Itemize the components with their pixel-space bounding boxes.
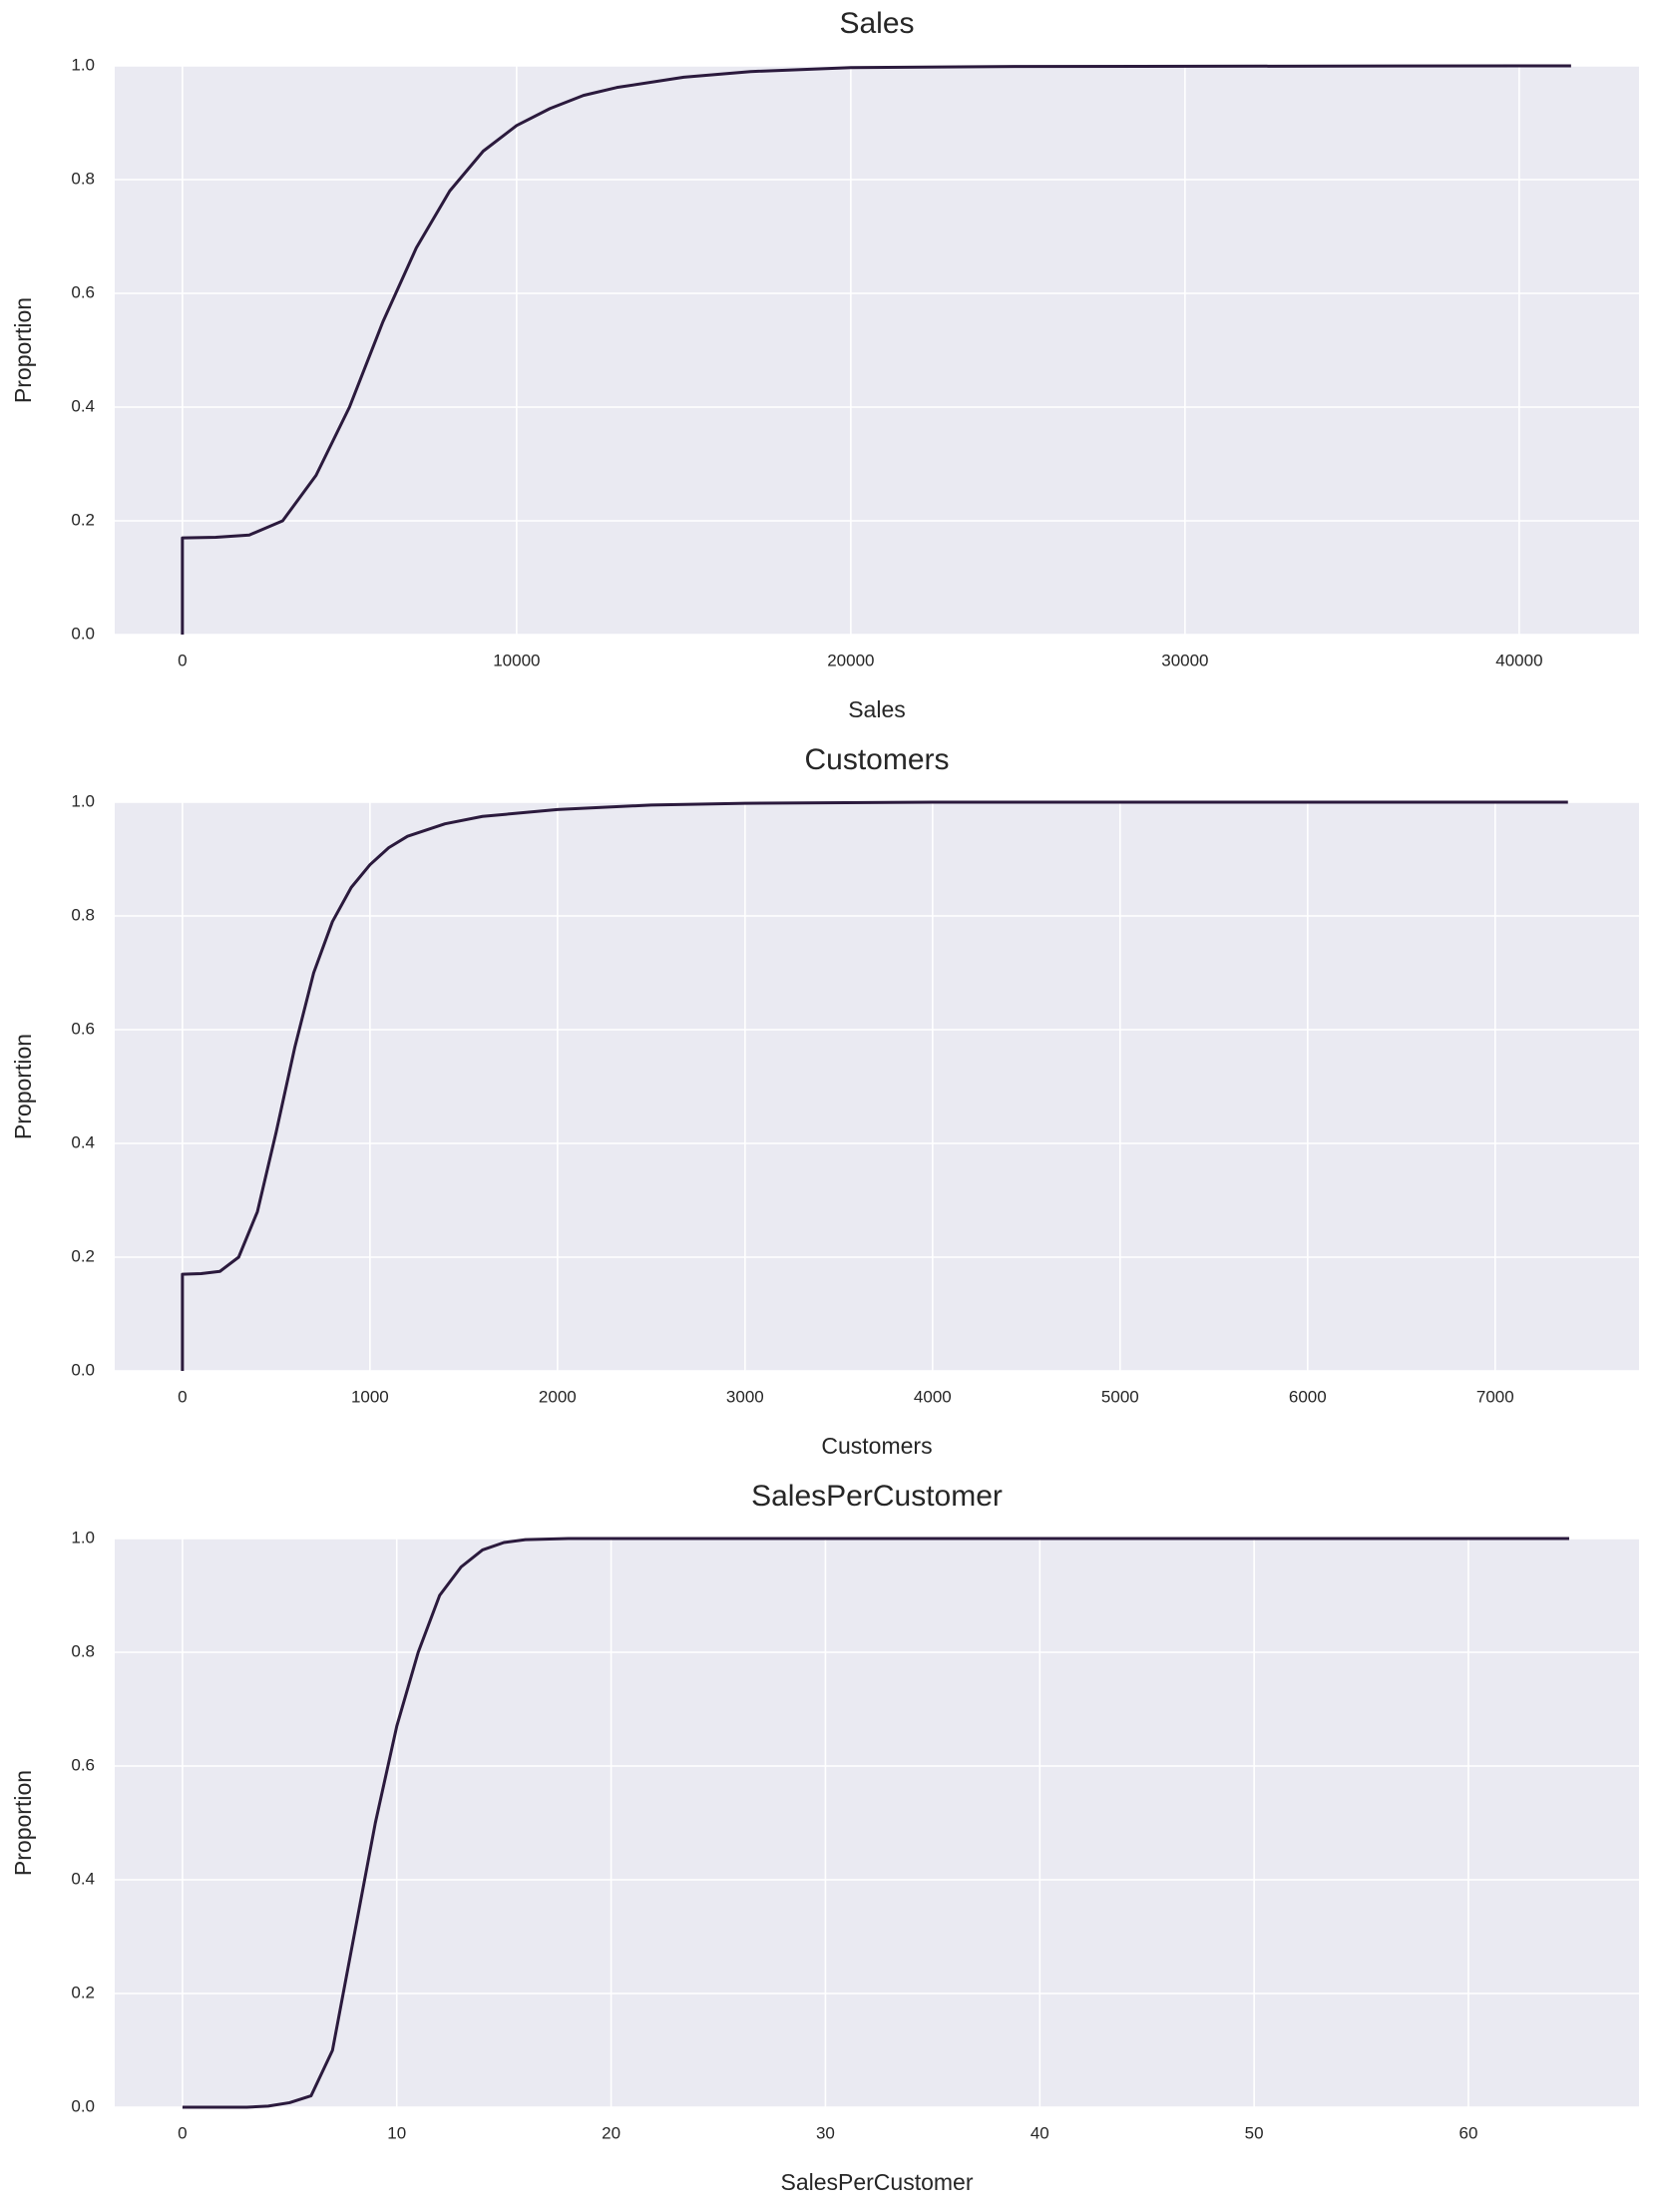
x-tick-label: 10 [387,2123,406,2142]
x-tick-label: 10000 [493,651,540,669]
x-tick-label: 30 [816,2123,835,2142]
y-tick-label: 0.8 [71,905,95,924]
x-tick-label: 6000 [1289,1387,1327,1406]
x-tick-label: 20000 [827,651,874,669]
x-axis-label: Customers [821,1433,932,1459]
ecdf-line [181,64,1571,635]
x-tick-label: 5000 [1101,1387,1139,1406]
y-tick-label: 1.0 [71,791,95,810]
y-tick-label: 0.2 [71,1246,95,1265]
plot-background [115,802,1639,1371]
ecdf-line [181,800,1568,1371]
x-tick-label: 4000 [914,1387,952,1406]
y-tick-label: 1.0 [71,1528,95,1547]
chart-title: SalesPerCustomer [751,1480,1003,1513]
y-tick-label: 0.8 [71,169,95,188]
y-tick-label: 0.6 [71,282,95,301]
ecdf-line [182,1537,1569,2109]
y-tick-label: 1.0 [71,55,95,74]
x-tick-label: 40 [1031,2123,1049,2142]
y-tick-label: 0.2 [71,1983,95,2001]
y-tick-label: 0.2 [71,510,95,529]
x-tick-label: 20 [602,2123,620,2142]
x-tick-label: 50 [1245,2123,1264,2142]
y-axis-label: Proportion [10,1770,36,1876]
y-axis-label: Proportion [10,1034,36,1139]
y-tick-label: 0.6 [71,1019,95,1038]
y-axis-label: Proportion [10,297,36,403]
x-tick-label: 30000 [1161,651,1208,669]
y-tick-label: 0.0 [71,1360,95,1379]
y-tick-label: 0.4 [71,396,95,415]
x-tick-label: 0 [178,2123,187,2142]
x-axis-label: SalesPerCustomer [780,2169,973,2195]
x-tick-label: 3000 [726,1387,764,1406]
x-tick-label: 60 [1459,2123,1478,2142]
plot-background [115,66,1639,635]
y-tick-label: 0.4 [71,1132,95,1151]
x-tick-label: 40000 [1495,651,1542,669]
x-tick-label: 7000 [1476,1387,1514,1406]
x-tick-label: 0 [178,651,187,669]
x-axis-label: Sales [848,696,906,722]
chart-title: Customers [804,743,949,776]
y-tick-label: 0.6 [71,1755,95,1774]
y-tick-label: 0.0 [71,2096,95,2115]
y-tick-label: 0.8 [71,1641,95,1660]
x-tick-label: 0 [178,1387,187,1406]
plot-background [115,1539,1639,2107]
x-tick-label: 1000 [351,1387,389,1406]
chart-title: Sales [839,7,914,40]
y-tick-label: 0.4 [71,1869,95,1888]
x-tick-label: 2000 [539,1387,577,1406]
y-tick-label: 0.0 [71,624,95,643]
